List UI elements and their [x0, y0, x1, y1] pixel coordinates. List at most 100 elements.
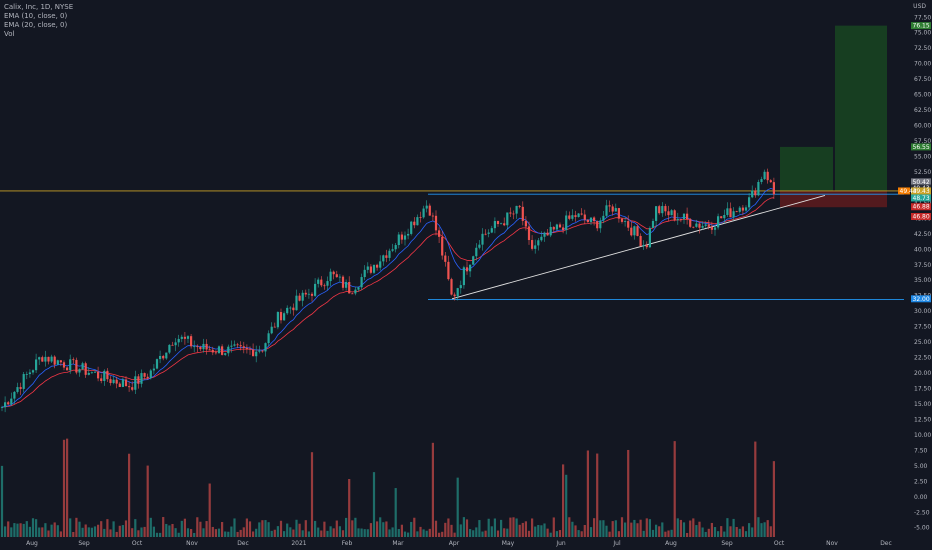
candle — [751, 190, 754, 198]
volume-bar — [168, 525, 171, 537]
volume-bar — [81, 527, 84, 537]
candle — [224, 353, 227, 355]
target-zone-2 — [835, 25, 887, 191]
candle — [314, 283, 317, 296]
candle — [403, 235, 407, 240]
volume-bar — [193, 532, 196, 537]
candle — [366, 266, 369, 270]
volume-bar — [388, 529, 391, 537]
volume-bar — [453, 532, 456, 537]
volume-bar — [252, 531, 255, 537]
candle — [75, 359, 78, 373]
y-tick-label: 57.50 — [914, 138, 931, 145]
candle — [93, 371, 97, 373]
candle — [744, 207, 748, 211]
candle — [298, 295, 301, 301]
candle — [540, 236, 543, 241]
x-tick-label: Feb — [342, 540, 353, 547]
volume-bar — [695, 525, 698, 537]
candle — [422, 208, 425, 218]
candle — [341, 276, 345, 288]
volume-bar — [496, 530, 500, 537]
volume-bar — [124, 520, 128, 537]
volume-bar — [372, 472, 376, 537]
volume-bar — [196, 517, 199, 537]
candle — [121, 379, 124, 387]
candle — [478, 244, 481, 248]
price-tag-label: 32.00 — [913, 296, 930, 303]
x-tick-label: Apr — [449, 540, 460, 547]
volume-bar — [583, 525, 586, 537]
volume-bar — [459, 524, 462, 537]
volume-bar — [47, 530, 50, 537]
candle — [124, 379, 128, 387]
candle — [493, 221, 496, 229]
candle — [310, 293, 314, 296]
x-tick-label: Dec — [880, 540, 892, 547]
volume-bar — [543, 523, 546, 537]
candle — [109, 379, 112, 384]
volume-bar — [738, 528, 741, 537]
candle — [679, 219, 682, 220]
volume-bar — [134, 519, 137, 537]
volume-bar — [112, 521, 115, 537]
candle — [273, 326, 276, 328]
candle — [748, 197, 751, 208]
candle — [500, 223, 503, 225]
volume-bar — [53, 522, 56, 537]
candle — [546, 232, 549, 236]
x-tick-label: Jul — [612, 540, 621, 547]
volume-bar — [310, 452, 314, 537]
volume-bar — [400, 524, 403, 537]
candle — [496, 221, 500, 225]
x-tick-label: Jun — [555, 540, 566, 547]
volume-bar — [75, 517, 78, 537]
candle — [307, 293, 310, 295]
candle — [320, 279, 323, 286]
candle — [31, 370, 35, 373]
volume-bar — [72, 531, 75, 537]
candle — [152, 368, 155, 371]
volume-bar — [50, 524, 53, 537]
volume-bar — [518, 524, 521, 537]
candle — [193, 346, 196, 348]
volume-bar — [273, 529, 276, 537]
price-tag-label: 46.88 — [913, 204, 930, 211]
volume-bar — [261, 520, 264, 537]
volume-bar — [478, 520, 481, 537]
volume-bar — [546, 528, 549, 537]
price-tag-label: 56.55 — [913, 144, 930, 151]
y-tick-label: 62.50 — [914, 107, 931, 114]
candle — [394, 245, 397, 250]
candle — [372, 264, 376, 273]
volume-bar — [713, 527, 717, 537]
candle — [438, 230, 441, 237]
candle — [769, 180, 772, 183]
volume-bar — [307, 531, 310, 537]
candle — [304, 292, 307, 295]
volume-bar — [602, 520, 605, 537]
volume-bar — [701, 527, 704, 537]
candle — [614, 208, 617, 212]
candle — [317, 279, 320, 284]
x-tick-label: Aug — [665, 540, 677, 547]
candle — [558, 224, 562, 228]
y-tick-label: 15.00 — [914, 401, 931, 408]
candle — [450, 279, 453, 295]
candle — [4, 402, 7, 408]
volume-bar — [4, 526, 7, 537]
candle — [84, 363, 87, 375]
volume-bar — [410, 521, 413, 537]
candle — [236, 344, 239, 346]
volume-bar — [180, 520, 183, 537]
y-tick-label: 72.50 — [914, 45, 931, 52]
y-tick-label: 67.50 — [914, 76, 931, 83]
volume-bar — [177, 532, 180, 537]
candle — [379, 261, 382, 268]
volume-bar — [552, 517, 555, 537]
volume-bar — [586, 450, 589, 537]
volume-bar — [397, 529, 400, 537]
candle — [723, 214, 726, 219]
price-tag-label: 48.73 — [913, 195, 930, 202]
